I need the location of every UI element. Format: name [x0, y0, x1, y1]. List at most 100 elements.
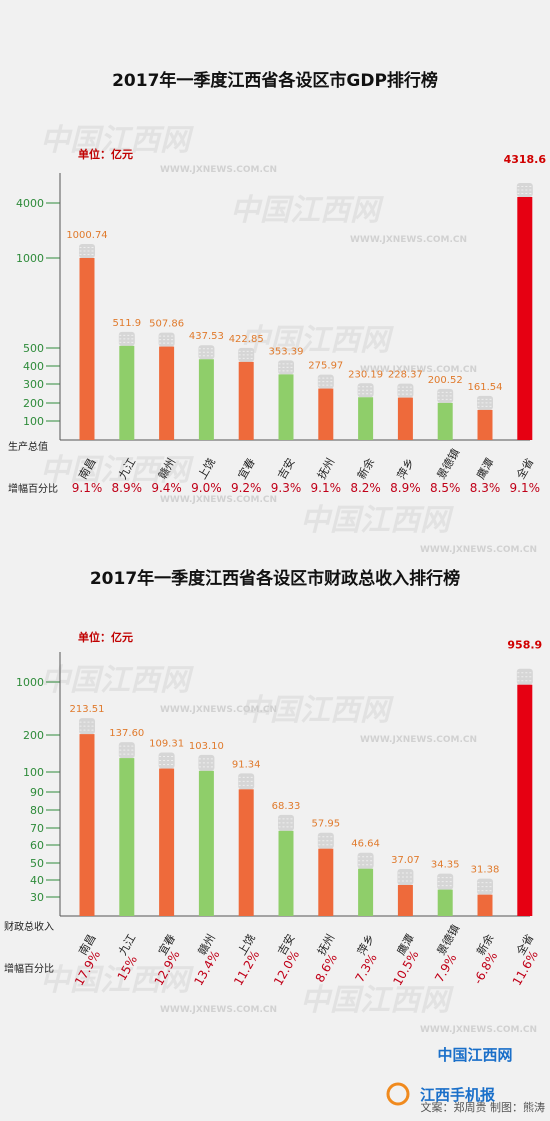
category-label: 萍乡 [395, 456, 417, 482]
bar [397, 884, 413, 916]
growth-label: 12.0% [271, 948, 302, 988]
growth-label: 9.1% [72, 481, 103, 495]
growth-label: 7.3% [352, 951, 379, 984]
bar [358, 868, 374, 916]
growth-label: 9.4% [151, 481, 182, 495]
chart1-title: 2017年一季度江西省各设区市GDP排行榜 [112, 70, 438, 91]
bar [198, 770, 214, 916]
chart2-growth-label: 增幅百分比 [4, 962, 54, 975]
growth-label: -6.8% [471, 949, 501, 986]
bar-value-label: 31.38 [471, 865, 500, 876]
growth-label: 9.3% [271, 481, 302, 495]
bar [119, 758, 135, 916]
watermark-url: WWW.JXNEWS.COM.CN [420, 1025, 537, 1035]
growth-label: 9.1% [311, 481, 342, 495]
bar [79, 257, 95, 440]
growth-label: 7.9% [432, 951, 459, 984]
bar-cap [238, 773, 255, 790]
watermark-url: WWW.JXNEWS.COM.CN [420, 545, 537, 555]
bar-value-label: 200.52 [428, 375, 463, 386]
bar-cap [158, 752, 175, 769]
y-tick-label: 50 [30, 857, 44, 870]
y-tick-label: 200 [23, 729, 44, 742]
category-label: 抚州 [314, 455, 337, 481]
y-tick-label: 1000 [16, 252, 44, 265]
bar-value-label: 109.31 [149, 739, 184, 750]
category-label: 吉安 [274, 455, 297, 481]
bar-cap [477, 395, 493, 410]
bar-value-label: 437.53 [189, 331, 224, 342]
bar-cap [357, 383, 374, 398]
watermark-url: WWW.JXNEWS.COM.CN [360, 735, 477, 745]
watermark-logo: 中国江西网 [300, 503, 454, 538]
growth-label: 10.5% [390, 948, 421, 988]
bar [517, 684, 533, 916]
growth-label: 8.9% [112, 481, 143, 495]
y-tick-label: 1000 [16, 676, 44, 689]
bar-cap [477, 878, 493, 895]
brand-icon [386, 1082, 410, 1106]
y-tick-label: 100 [23, 766, 44, 779]
watermark-url: WWW.JXNEWS.COM.CN [160, 165, 277, 175]
footer-logo: 中国江西网 [437, 1046, 512, 1064]
y-tick-label: 60 [30, 839, 44, 852]
bar-cap [278, 360, 294, 375]
bar [318, 388, 334, 440]
bar-value-label: 161.54 [468, 382, 503, 393]
bar-cap [79, 718, 95, 735]
watermark-logo: 中国江西网 [240, 323, 394, 358]
bar [477, 894, 493, 916]
footer-credit: 文案：郑周贵 制图：熊涛 [421, 1100, 546, 1114]
bar-cap [118, 331, 135, 346]
chart1-ylabel: 生产总值 [8, 440, 48, 453]
bar [358, 397, 374, 440]
y-tick-label: 400 [23, 360, 44, 373]
category-label: 全省 [513, 455, 536, 481]
bar-value-label: 507.86 [149, 319, 184, 330]
footer-brand: 江西手机报 [420, 1086, 495, 1104]
chart1-growth-label: 增幅百分比 [8, 482, 58, 495]
watermark-logo: 中国江西网 [40, 123, 194, 158]
bar-cap [118, 742, 135, 759]
growth-label: 8.5% [430, 481, 461, 495]
bar [238, 789, 254, 916]
bar [278, 374, 294, 440]
bar-value-label: 68.33 [272, 801, 301, 812]
bar [517, 197, 533, 440]
watermark-url: WWW.JXNEWS.COM.CN [160, 1005, 277, 1015]
y-tick-label: 500 [23, 342, 44, 355]
growth-label: 11.2% [231, 948, 262, 988]
bar-value-label: 422.85 [229, 334, 264, 345]
bar [238, 361, 254, 440]
watermark-url: WWW.JXNEWS.COM.CN [160, 705, 277, 715]
bar-value-label: 353.39 [269, 346, 304, 357]
chart2-ylabel: 财政总收入 [4, 920, 54, 933]
y-tick-label: 40 [30, 874, 44, 887]
growth-label: 9.2% [231, 481, 262, 495]
bar-value-label: 34.35 [431, 860, 460, 871]
chart2-title: 2017年一季度江西省各设区市财政总收入排行榜 [90, 568, 460, 589]
y-tick-label: 90 [30, 786, 44, 799]
bar-cap [437, 873, 454, 890]
watermark-layer: 中国江西网 WWW.JXNEWS.COM.CN 中国江西网 WWW.JXNEWS.CO… [40, 123, 537, 1035]
bar-cap [238, 347, 255, 362]
bar [79, 734, 95, 916]
bar-value-label: 46.64 [351, 839, 380, 850]
category-label: 鹰潭 [473, 455, 496, 481]
bar-cap [158, 332, 175, 347]
watermark-logo: 中国江西网 [230, 193, 384, 228]
y-tick-label: 100 [23, 415, 44, 428]
bar [397, 397, 413, 440]
bar [198, 359, 214, 440]
y-tick-label: 30 [30, 891, 44, 904]
category-label: 宜春 [235, 455, 258, 481]
bar [119, 345, 135, 440]
bar-value-label: 511.9 [112, 318, 141, 329]
bar-cap [198, 345, 215, 360]
watermark-logo: 中国江西网 [40, 663, 194, 698]
chart1-marks: 400010005004003002001001000.74南昌9.1%511.… [16, 153, 546, 495]
bar [437, 402, 453, 440]
bar-cap [79, 243, 95, 258]
bar [159, 768, 175, 916]
